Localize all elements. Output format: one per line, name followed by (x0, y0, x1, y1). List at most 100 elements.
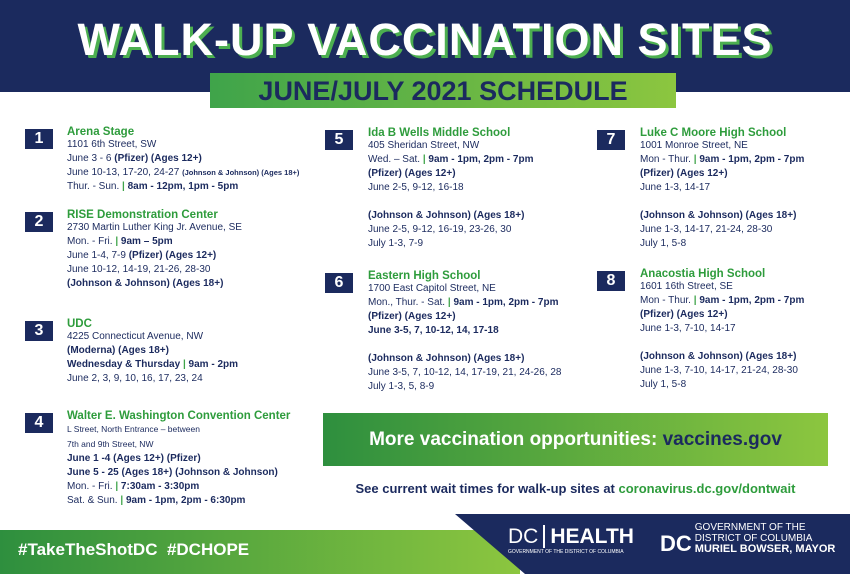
text-segment: 8am - 12pm, 1pm - 5pm (124, 181, 239, 192)
site-name: Arena Stage (67, 126, 135, 138)
text-segment: June 1-3, 7-10, 14-17, 21-24, 28-30 (640, 365, 798, 376)
site-line: June 1-3, 7-10, 14-17 (640, 322, 804, 336)
site-line: Mon., Thur. - Sat. | 9am - 1pm, 2pm - 7p… (368, 296, 561, 310)
site-line: Mon - Thur. | 9am - 1pm, 2pm - 7pm (640, 294, 804, 308)
text-segment: 9am - 2pm (185, 359, 239, 370)
site-number: 6 (325, 273, 353, 293)
text-segment: June 2, 3, 9, 10, 16, 17, 23, 24 (67, 373, 203, 384)
banner-link[interactable]: vaccines.gov (662, 429, 782, 450)
site-line: June 10-12, 14-19, 21-26, 28-30 (67, 263, 242, 277)
hashtag: #TakeTheShotDC (18, 540, 158, 559)
site-line: 1601 16th Street, SE (640, 280, 804, 294)
text-segment: | (693, 295, 697, 306)
logo-sub: GOVERNMENT OF THE DISTRICT OF COLUMBIA (508, 549, 624, 555)
site-line: (Johnson & Johnson) (Ages 18+) (368, 352, 561, 366)
mayor-dc: DC (660, 531, 692, 556)
site-line: 1001 Monroe Street, NE (640, 139, 804, 153)
text-segment: July 1, 5-8 (640, 379, 687, 390)
site: Anacostia High School 1601 16th Street, S… (640, 268, 804, 392)
text-segment: 9am - 1pm, 2pm - 6:30pm (123, 495, 246, 506)
site-line: (Johnson & Johnson) (Ages 18+) (640, 350, 804, 364)
text-segment: June 3 - 6 (67, 153, 115, 164)
site-line: (Johnson & Johnson) (Ages 18+) (368, 209, 533, 223)
text-segment: Mon., Thur. - Sat. (368, 297, 448, 308)
wait-times: See current wait times for walk-up sites… (323, 481, 828, 496)
text-segment: July 1-3, 5, 8-9 (368, 381, 435, 392)
site-line: June 3-5, 7, 10-12, 14, 17-18 (368, 324, 561, 338)
text-segment: June 3-5, 7, 10-12, 14, 17-18 (368, 325, 499, 336)
site-line: (Johnson & Johnson) (Ages 18+) (640, 209, 804, 223)
site: UDC 4225 Connecticut Avenue, NW (Moderna) … (67, 318, 238, 386)
site-number: 1 (25, 129, 53, 149)
text-segment: June 10-12, 14-19, 21-26, 28-30 (67, 264, 211, 275)
site-line: Mon. - Fri. | 7:30am - 3:30pm (67, 480, 290, 494)
text-segment: July 1-3, 7-9 (368, 238, 424, 249)
text-segment: July 1, 5-8 (640, 238, 687, 249)
text-segment: Mon - Thur. (640, 295, 694, 306)
text-segment: 9am - 1pm, 2pm - 7pm (696, 295, 805, 306)
text-segment: 9am - 1pm, 2pm - 7pm (425, 154, 534, 165)
text-segment: (Pfizer) (Ages 12+) (368, 168, 456, 179)
text-segment: (Johnson & Johnson) (Ages 18+) (182, 168, 300, 177)
text-segment: (Pfizer) (Ages 12+) (128, 250, 217, 261)
site-line: 1101 6th Street, SW (67, 138, 299, 152)
mayor-line: GOVERNMENT OF THE (694, 522, 806, 533)
site-line: (Pfizer) (Ages 12+) (368, 167, 533, 181)
site-line: Sat. & Sun. | 9am - 1pm, 2pm - 6:30pm (67, 494, 290, 508)
text-segment: (Pfizer) (Ages 12+) (640, 309, 728, 320)
text-segment: 9am - 1pm, 2pm - 7pm (696, 154, 805, 165)
site-number: 5 (325, 130, 353, 150)
banner-text: More vaccination opportunities: (369, 429, 663, 450)
spacer (368, 195, 533, 209)
hashtag: #DCHOPE (166, 540, 250, 559)
site: Walter E. Washington Convention Center L … (67, 410, 290, 508)
site-number: 8 (597, 271, 625, 291)
site-number: 2 (25, 212, 53, 232)
site-line: June 3-5, 7, 10-12, 14, 17-19, 21, 24-26… (368, 366, 561, 380)
title: WALK-UP VACCINATION SITES (77, 14, 773, 65)
text-segment: (Pfizer) (Ages 12+) (640, 168, 728, 179)
site-line: 2730 Martin Luther King Jr. Avenue, SE (67, 221, 242, 235)
text-segment: Wednesday & Thursday (67, 359, 183, 370)
wait-link[interactable]: coronavirus.dc.gov/dontwait (618, 481, 796, 496)
text-segment: 1001 Monroe Street, NE (640, 140, 748, 151)
text-segment: | (182, 359, 186, 370)
wait-text: See current wait times for walk-up sites… (355, 481, 619, 496)
site: Arena Stage 1101 6th Street, SW June 3 - 6… (67, 126, 299, 194)
text-segment: June 1-3, 14-17, 21-24, 28-30 (640, 224, 773, 235)
mayor-name: MURIEL BOWSER, MAYOR (694, 543, 836, 555)
logo-dc: DC (508, 525, 539, 548)
text-segment: (Pfizer) (Ages 12+) (368, 311, 456, 322)
text-segment: (Moderna) (Ages 18+) (67, 345, 169, 356)
site-line: L Street, North Entrance – between (67, 422, 290, 437)
text-segment: Mon - Thur. (640, 154, 694, 165)
site-name: Luke C Moore High School (640, 127, 787, 139)
site: Eastern High School 1700 East Capitol Str… (368, 270, 561, 394)
site-line: 7th and 9th Street, NW (67, 437, 290, 452)
text-segment: June 2-5, 9-12, 16-19, 23-26, 30 (368, 224, 512, 235)
mayor-logo: DC GOVERNMENT OF THE DISTRICT OF COLUMBI… (660, 522, 835, 555)
site-line: June 1-3, 14-17 (640, 181, 804, 195)
text-segment: Thur. - Sun. (67, 181, 123, 192)
site-name: Anacostia High School (640, 268, 766, 280)
text-segment: June 1-4, 7-9 (67, 250, 129, 261)
text-segment: 405 Sheridan Street, NW (368, 140, 480, 151)
footer-green (0, 530, 520, 574)
footer-navy (455, 514, 850, 574)
text-segment: 7th and 9th Street, NW (67, 439, 154, 449)
site-name: RISE Demonstration Center (67, 209, 218, 221)
site-line: July 1-3, 5, 8-9 (368, 380, 561, 394)
site-name: Eastern High School (368, 270, 481, 282)
text-segment: | (122, 181, 125, 192)
text-segment: 4225 Connecticut Avenue, NW (67, 331, 204, 342)
text-segment: | (120, 495, 124, 506)
site-line: Mon - Thur. | 9am - 1pm, 2pm - 7pm (640, 153, 804, 167)
text-segment: (Pfizer) (Ages 12+) (114, 153, 202, 164)
site-line: June 2-5, 9-12, 16-19, 23-26, 30 (368, 223, 533, 237)
site-line: July 1-3, 7-9 (368, 237, 533, 251)
text-segment: 1700 East Capitol Street, NE (368, 283, 496, 294)
text-segment: | (693, 154, 697, 165)
spacer (640, 336, 804, 350)
text-segment: June 2-5, 9-12, 16-18 (368, 182, 464, 193)
text-segment: Wed. – Sat. (368, 154, 423, 165)
